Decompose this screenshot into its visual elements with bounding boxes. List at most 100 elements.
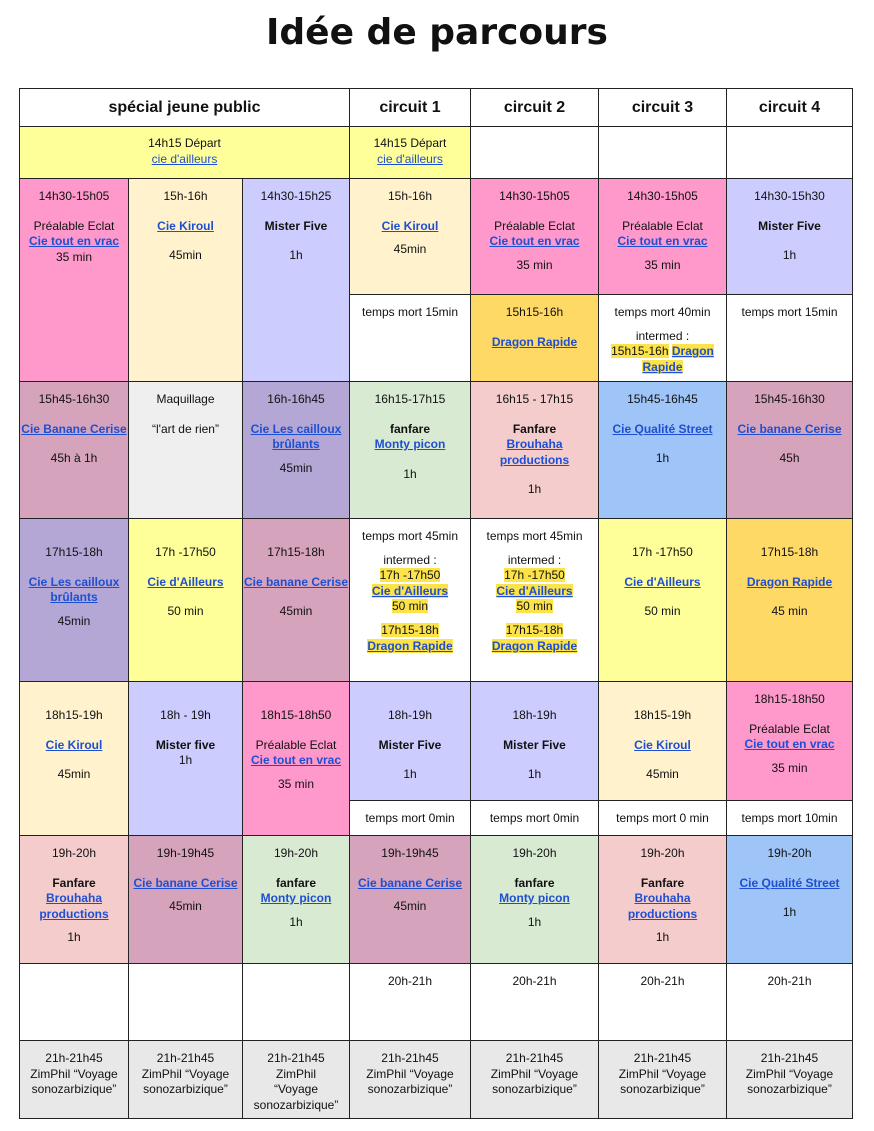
company-link[interactable]: Cie Banane Cerise <box>21 421 127 436</box>
header-circuit-2: circuit 2 <box>470 88 599 127</box>
company-link[interactable]: Cie Kiroul <box>45 737 103 752</box>
slot-show: Maquillage <box>156 392 215 406</box>
slot-duration: 1h <box>782 248 797 263</box>
company-link[interactable]: Dragon Rapide <box>746 574 833 589</box>
slot-duration: 1h <box>527 482 542 497</box>
slot-show: Mister five <box>155 737 216 752</box>
slot-time: 20h-21h <box>767 974 812 988</box>
company-link[interactable]: Cie banane Cerise <box>357 875 463 890</box>
company-link[interactable]: Cie banane Cerise <box>737 421 842 436</box>
finale-cell: 21h-21h45 ZimPhil “Voyage sonozarbizique… <box>470 1040 599 1119</box>
slot-time: 21h-21h45 <box>381 1051 439 1065</box>
depart-company-link[interactable]: cie d'ailleurs <box>151 151 218 166</box>
company-link[interactable]: Cie tout en vrac <box>617 234 708 249</box>
depart-cell-jeune-public: 14h15 Départ cie d'ailleurs <box>19 126 350 179</box>
company-link[interactable]: Cie Qualité Street <box>739 875 840 890</box>
company-link[interactable]: Brouhaha productions <box>39 891 109 921</box>
slot-duration: 35 min <box>277 776 315 791</box>
finale-cell: 21h-21h45 ZimPhil “Voyage sonozarbizique… <box>726 1040 853 1119</box>
slot-row-1b: temps mort 15min 15h15-16h Dragon Rapide… <box>20 294 853 382</box>
company-link[interactable]: Cie tout en vrac <box>744 737 835 752</box>
slot-time: 21h-21h45 <box>760 1051 819 1065</box>
slot-time: 15h45-16h45 <box>627 392 698 406</box>
company-link[interactable]: Cie tout en vrac <box>250 753 342 768</box>
slot-show: Mister Five <box>378 737 442 752</box>
finale-cell: 21h-21h45 ZimPhil “Voyage sonozarbizique… <box>598 1040 727 1119</box>
slot-time: 21h-21h45 <box>505 1051 564 1065</box>
slot-duration: 45min <box>646 767 679 782</box>
slot-time: 21h-21h45 <box>45 1051 103 1065</box>
slot-cell: 19h-20h Cie Qualité Street 1h <box>726 835 853 964</box>
company-link[interactable]: Cie Kiroul <box>157 218 214 233</box>
slot-show: fanfare <box>275 875 316 890</box>
slot-time: 14h30-15h30 <box>754 189 825 203</box>
company-link[interactable]: Dragon Rapide <box>367 638 453 653</box>
header-circuit-3: circuit 3 <box>598 88 727 127</box>
artist-name: ZimPhil <box>490 1066 531 1081</box>
slot-time: 18h15-19h <box>45 708 103 722</box>
company-link[interactable]: Cie d'Ailleurs <box>371 583 449 598</box>
company-link[interactable]: Cie tout en vrac <box>28 234 120 249</box>
company-link[interactable]: Cie tout en vrac <box>489 234 580 249</box>
company-link[interactable]: Cie banane Cerise <box>133 875 238 890</box>
slot-time: 15h45-16h30 <box>754 392 825 406</box>
company-link[interactable]: Dragon Rapide <box>491 638 578 653</box>
slot-row-7: 21h-21h45 ZimPhil “Voyage sonozarbizique… <box>19 1040 853 1119</box>
intermed-label: intermed : <box>635 328 690 343</box>
slot-show: “Voyage sonozarbizique” <box>143 1066 230 1097</box>
slot-time: 15h-16h <box>387 189 433 203</box>
slot-show: “Voyage sonozarbizique” <box>747 1066 834 1097</box>
company-link[interactable]: Monty picon <box>374 437 446 452</box>
company-link[interactable]: Dragon Rapide <box>491 334 578 349</box>
finale-cell: 21h-21h45 ZimPhil “Voyage sonozarbizique… <box>128 1040 243 1119</box>
slot-show: Préalable Eclat <box>749 721 830 736</box>
slot-duration: 50 min <box>644 604 681 619</box>
depart-company-link[interactable]: cie d'ailleurs <box>377 151 443 166</box>
company-link[interactable]: Cie d'Ailleurs <box>496 583 573 598</box>
company-link[interactable]: Cie d'Ailleurs <box>147 574 224 589</box>
company-link[interactable]: Cie Kiroul <box>381 218 439 233</box>
company-link[interactable]: Cie Les cailloux brûlants <box>250 421 342 452</box>
company-link[interactable]: Cie Qualité Street <box>612 421 713 436</box>
empty-cell <box>470 126 599 179</box>
slot-cell: 20h-21h <box>349 963 471 1041</box>
company-link[interactable]: Cie Kiroul <box>634 737 691 752</box>
company-link[interactable]: Monty picon <box>260 891 332 906</box>
slot-duration: 45min <box>393 242 427 257</box>
slot-time: 18h - 19h <box>160 708 211 722</box>
slot-duration: 35 min <box>644 257 681 272</box>
intermed-time: 17h15-18h <box>505 622 564 637</box>
company-link[interactable]: Cie d'Ailleurs <box>624 574 701 589</box>
slot-time: 17h15-18h <box>760 545 819 559</box>
slot-cell: 17h -17h50 Cie d'Ailleurs 50 min <box>128 518 243 682</box>
slot-duration: 1h <box>655 930 670 945</box>
company-link[interactable]: Monty picon <box>499 891 570 906</box>
company-link[interactable]: Brouhaha productions <box>627 891 698 921</box>
slot-duration: 1h <box>527 914 542 929</box>
slot-show: “Voyage sonozarbizique” <box>620 1066 707 1097</box>
page-title: Idée de parcours <box>266 12 608 53</box>
slot-duration: 45min <box>393 899 427 914</box>
header-circuit-1: circuit 1 <box>349 88 471 127</box>
slot-show: Mister Five <box>264 218 328 233</box>
company-link[interactable]: Cie Les cailloux brûlants <box>28 574 120 605</box>
slot-time: 21h-21h45 <box>633 1051 692 1065</box>
slot-show: “Voyage sonozarbizique” <box>492 1066 579 1097</box>
intermed-label: intermed : <box>507 552 562 567</box>
slot-cell: 20h-21h <box>726 963 853 1041</box>
slot-time: 16h15-17h15 <box>374 392 446 406</box>
slot-show: “Voyage sonozarbizique” <box>31 1066 118 1097</box>
slot-time: 17h -17h50 <box>632 545 693 559</box>
slot-cell: 19h-20h fanfare Monty picon 1h <box>470 835 599 964</box>
slot-row-2: 15h45-16h30 Cie Banane Cerise 45h à 1h M… <box>19 381 853 519</box>
slot-cell: 15h-16h Cie Kiroul 45min <box>128 178 243 382</box>
slot-cell: 20h-21h <box>470 963 599 1041</box>
company-link[interactable]: Brouhaha productions <box>499 437 570 467</box>
slot-cell: 18h15-18h50 Préalable Eclat Cie tout en … <box>242 681 350 836</box>
slot-show: Préalable Eclat <box>494 218 575 233</box>
slot-row-4b: temps mort 0min temps mort 0min temps mo… <box>20 800 853 836</box>
slot-cell: 16h15-17h15 fanfare Monty picon 1h <box>349 381 471 519</box>
company-link[interactable]: Cie banane Cerise <box>243 574 349 589</box>
slot-cell: 19h-20h fanfare Monty picon 1h <box>242 835 350 964</box>
slot-time: 19h-20h <box>512 846 557 860</box>
